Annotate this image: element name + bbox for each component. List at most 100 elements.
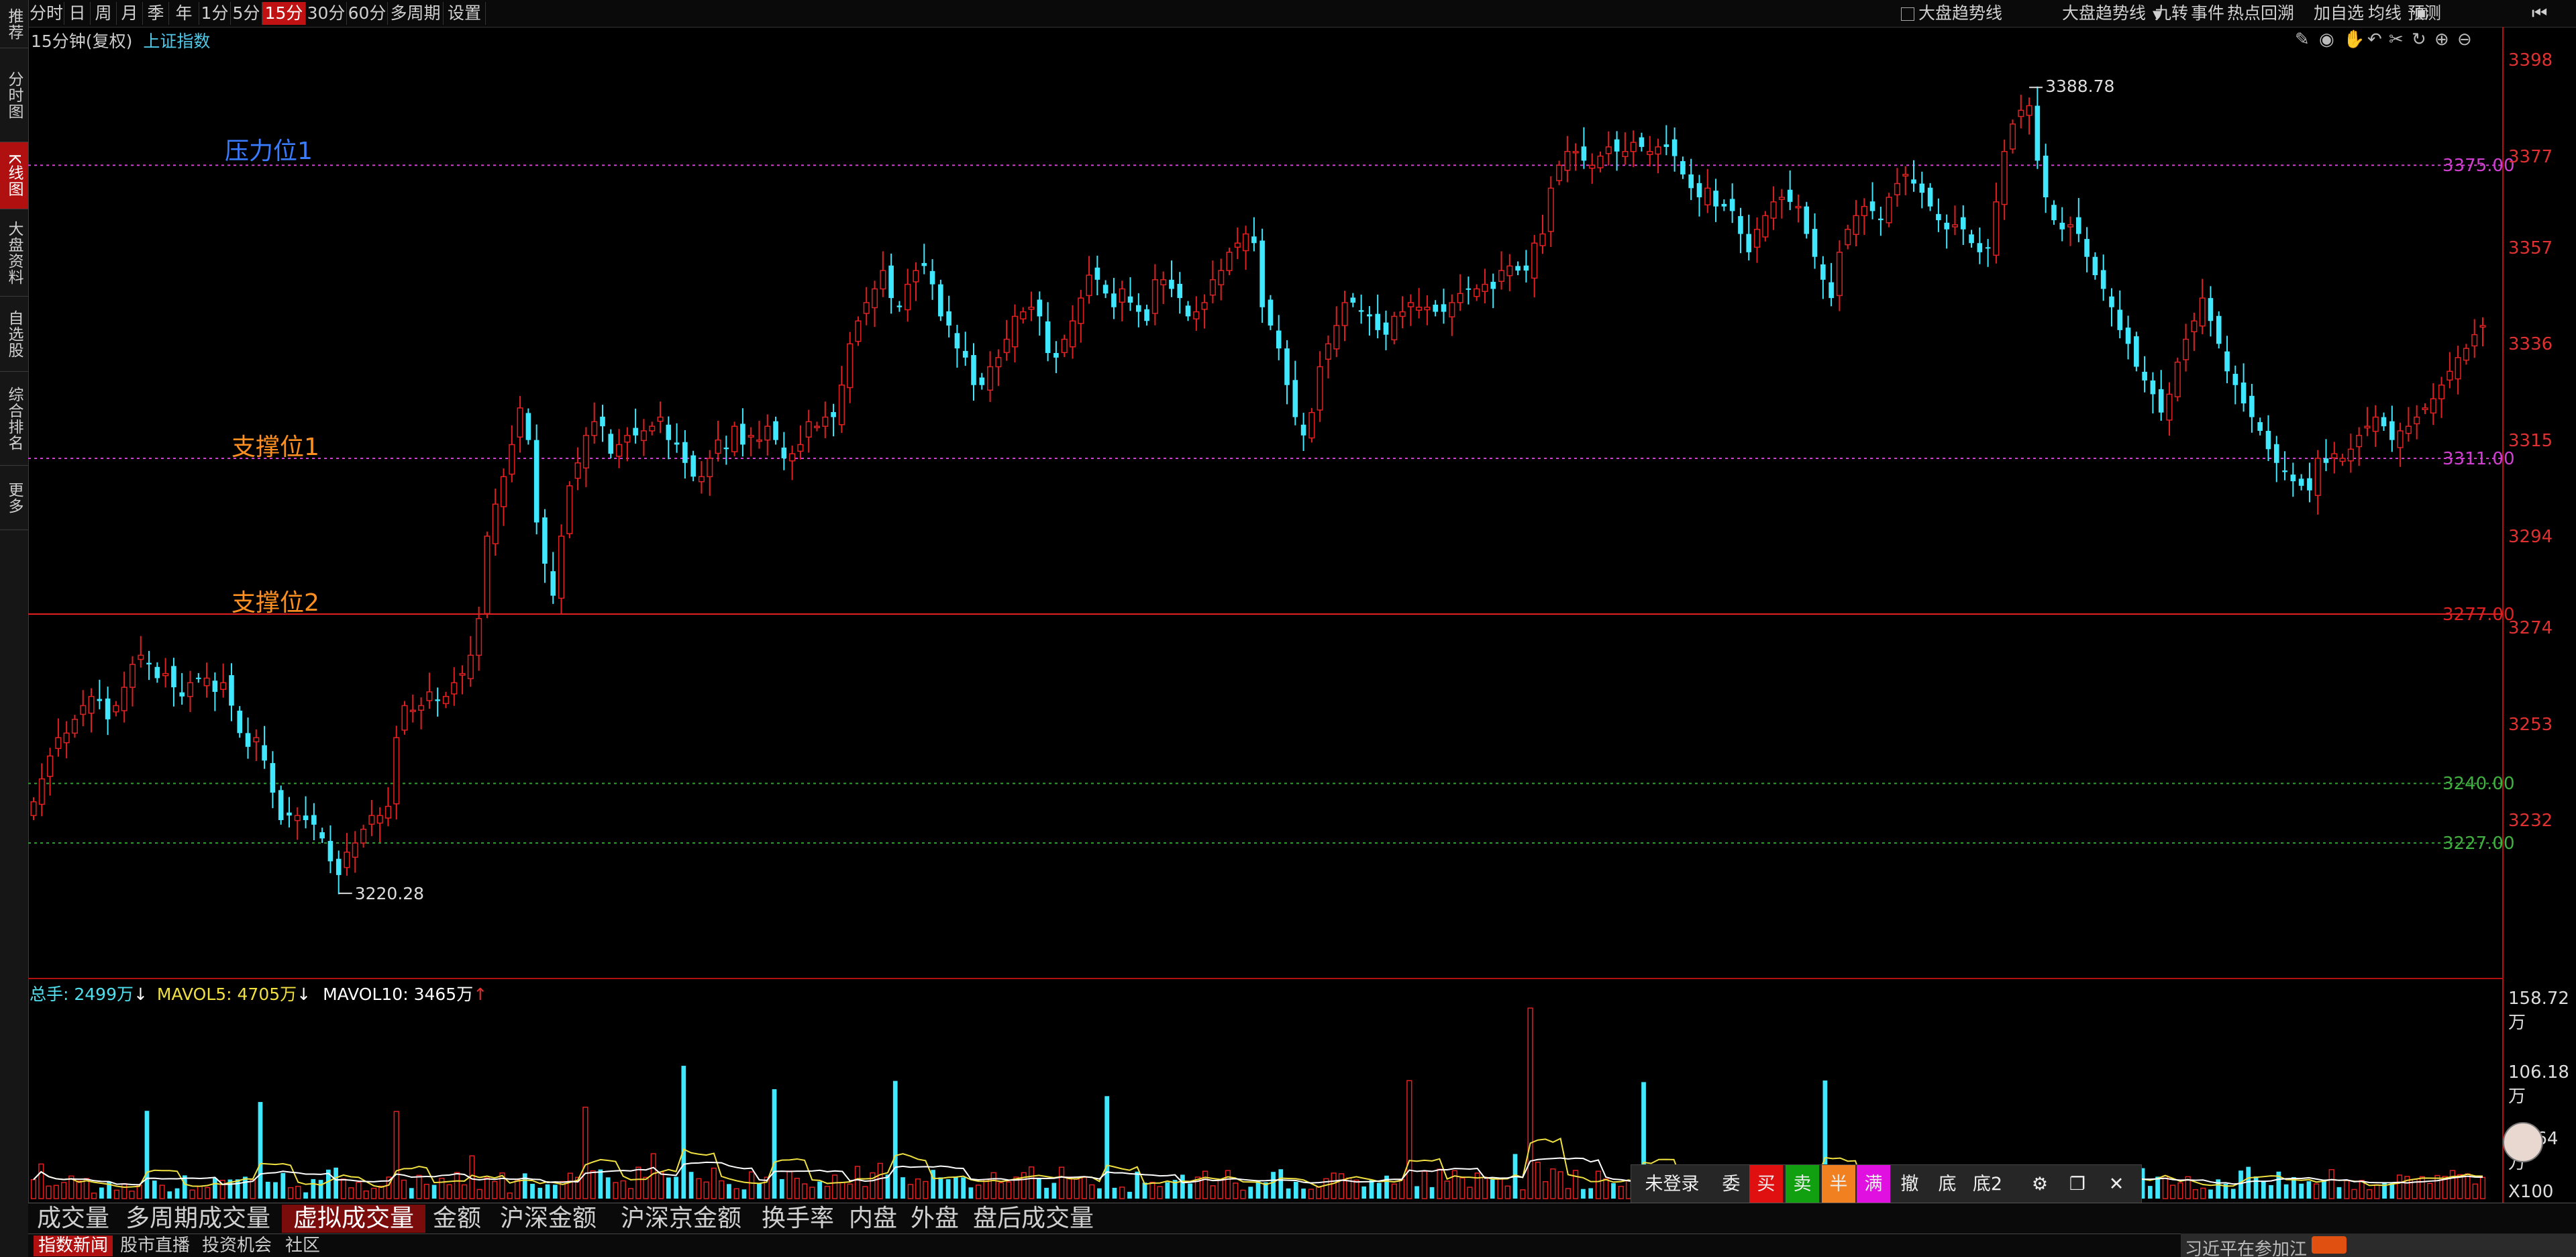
news-tab-1[interactable]: 股市直播	[119, 1236, 190, 1256]
period-tab-11[interactable]: 多周期	[388, 2, 444, 25]
news-tab-3[interactable]: 社区	[285, 1236, 320, 1256]
period-tab-0[interactable]: 分时	[29, 2, 64, 25]
toolbar-item-0[interactable]: 九转	[2155, 3, 2189, 23]
volume-bar	[280, 1172, 286, 1199]
volume-bar	[507, 1192, 513, 1199]
volume-bar	[1573, 1170, 1579, 1199]
period-tab-7[interactable]: 5分	[231, 2, 262, 25]
level-name-label[interactable]: 压力位1	[225, 138, 313, 166]
indicator-tab-7[interactable]: 内盘	[848, 1205, 897, 1232]
sidebar-item-4[interactable]: 自选股	[0, 297, 28, 372]
sidebar-item-6[interactable]: 更多	[0, 466, 28, 530]
sidebar-item-2[interactable]: K线图	[0, 142, 28, 209]
period-tab-8[interactable]: 15分	[262, 2, 306, 25]
period-tab-6[interactable]: 1分	[199, 2, 231, 25]
candle	[640, 419, 647, 456]
candle	[237, 706, 243, 738]
news-ticker[interactable]: 习近平在参加江	[2181, 1234, 2576, 1257]
login-status[interactable]: 未登录	[1645, 1174, 1700, 1195]
trade-button-5[interactable]: 撤	[1900, 1174, 1919, 1195]
candle	[1581, 127, 1587, 169]
volume-bar	[666, 1177, 671, 1199]
candle	[2067, 216, 2074, 246]
close-icon[interactable]: ✕	[2108, 1174, 2124, 1195]
trade-button-0[interactable]: 委	[1722, 1174, 1741, 1195]
candle	[896, 301, 903, 312]
period-tab-5[interactable]: 年	[169, 2, 199, 25]
toolbar-item-1[interactable]: 事件	[2191, 3, 2225, 23]
toolbar-item-2[interactable]: 热点回溯	[2227, 3, 2295, 23]
volume-bar	[635, 1166, 641, 1199]
indicator-tab-3[interactable]: 金额	[432, 1205, 481, 1232]
volume-bar	[681, 1066, 686, 1199]
trade-button-7[interactable]: 底2	[1972, 1174, 2003, 1195]
checkbox-box[interactable]	[1901, 7, 1914, 21]
sidebar-item-5[interactable]: 综合排名	[0, 372, 28, 466]
sidebar-item-1[interactable]: 分时图	[0, 48, 28, 142]
candle	[1713, 179, 1718, 222]
level-name-label[interactable]: 支撑位1	[231, 433, 319, 461]
sidebar-item-0[interactable]: 推荐	[0, 0, 28, 48]
trend-line-dropdown[interactable]: 大盘趋势线 ▼	[2062, 2, 2162, 25]
period-tab-4[interactable]: 季	[143, 2, 169, 25]
scissors-icon[interactable]: ✂	[2389, 30, 2404, 50]
level-name-label[interactable]: 支撑位2	[231, 589, 319, 617]
settings-icon[interactable]: ⚙	[2031, 1174, 2049, 1195]
candle	[1136, 293, 1141, 328]
period-tab-3[interactable]: 月	[117, 2, 143, 25]
index-name[interactable]: 上证指数	[143, 32, 211, 51]
candle	[773, 416, 778, 445]
volume-bar	[1263, 1182, 1268, 1199]
sidebar-item-3[interactable]: 大盘资料	[0, 209, 28, 297]
trade-button-2[interactable]: 卖	[1786, 1165, 1819, 1203]
zoom-out-icon[interactable]: ⊖	[2457, 30, 2472, 50]
period-tab-2[interactable]: 周	[91, 2, 117, 25]
period-tab-1[interactable]: 日	[64, 2, 91, 25]
candle	[401, 701, 408, 735]
indicator-tab-4[interactable]: 沪深金额	[499, 1205, 597, 1232]
window-icon[interactable]: ❐	[2069, 1174, 2086, 1195]
eye-icon[interactable]: ◉	[2319, 30, 2334, 50]
toolbar-item-3[interactable]: 加自选	[2314, 3, 2365, 23]
volume-bar	[439, 1177, 445, 1199]
trade-button-3[interactable]: 半	[1822, 1165, 1855, 1203]
indicator-tab-8[interactable]: 外盘	[910, 1205, 959, 1232]
candle	[2100, 254, 2106, 301]
indicator-tab-5[interactable]: 沪深京金额	[620, 1205, 741, 1232]
collapse-icon[interactable]: ⏮	[2532, 3, 2548, 23]
volume-bar	[2147, 1186, 2153, 1199]
volume-bar	[1157, 1186, 1163, 1199]
trade-button-4[interactable]: 满	[1857, 1165, 1890, 1203]
indicator-tab-6[interactable]: 换手率	[761, 1205, 834, 1232]
candle	[384, 787, 391, 827]
candle	[805, 409, 812, 453]
indicator-tab-1[interactable]: 多周期成交量	[125, 1205, 270, 1232]
trade-button-6[interactable]: 底	[1938, 1174, 1957, 1195]
news-tab-0[interactable]: 指数新闻	[34, 1236, 113, 1256]
period-tab-10[interactable]: 60分	[347, 2, 388, 25]
volume-bar	[2299, 1183, 2304, 1199]
undo-icon[interactable]: ↶	[2367, 30, 2382, 50]
candle	[368, 799, 375, 836]
volume-bar	[167, 1191, 172, 1199]
indicator-tab-9[interactable]: 盘后成交量	[972, 1205, 1094, 1232]
volume-bar	[136, 1185, 142, 1199]
zoom-in-icon[interactable]: ⊕	[2434, 30, 2449, 50]
trade-button-1[interactable]: 买	[1749, 1165, 1783, 1203]
refresh-icon[interactable]: ↻	[2412, 30, 2426, 50]
trend-line-checkbox[interactable]: 大盘趋势线	[1901, 2, 2002, 25]
toolbar-item-4[interactable]: 均线	[2368, 3, 2402, 23]
pen-icon[interactable]: ✎	[2295, 30, 2310, 50]
candle	[1407, 294, 1414, 326]
hand-icon[interactable]: ✋	[2343, 30, 2365, 50]
candle	[1663, 125, 1669, 156]
window-icon[interactable]: ▣	[2414, 5, 2428, 21]
toolbar-item-5[interactable]: 预测	[2408, 3, 2442, 23]
indicator-tab-2[interactable]: 虚拟成交量	[282, 1205, 425, 1233]
period-tab-12[interactable]: 设置	[444, 2, 486, 25]
news-tab-2[interactable]: 投资机会	[201, 1236, 272, 1256]
indicator-tab-0[interactable]: 成交量	[36, 1205, 109, 1232]
assistant-avatar[interactable]	[2503, 1122, 2543, 1162]
period-tab-9[interactable]: 30分	[306, 2, 347, 25]
